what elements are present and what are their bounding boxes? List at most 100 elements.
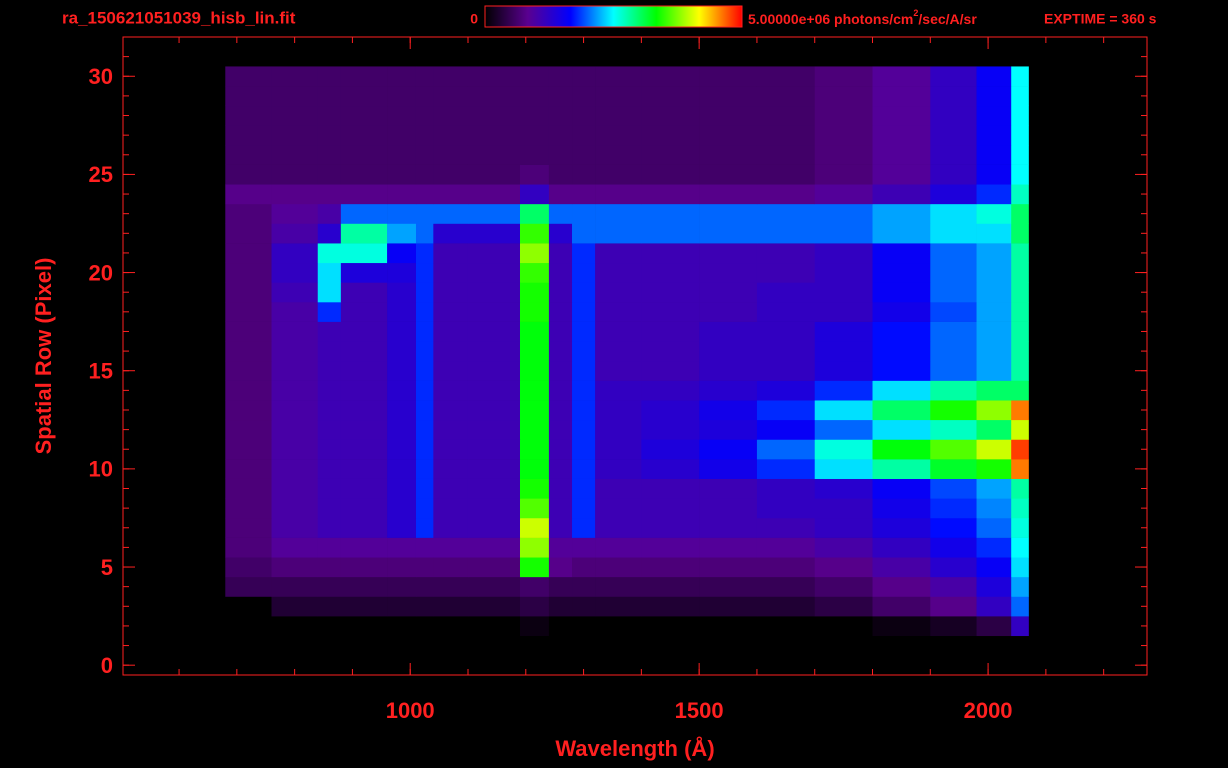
heatmap-cell (930, 400, 977, 421)
heatmap-cell (595, 537, 642, 558)
heatmap-cell (271, 439, 319, 460)
heatmap-cell (225, 223, 272, 244)
heatmap-cell (572, 144, 596, 165)
heatmap-cell (271, 478, 319, 499)
heatmap-cell (433, 380, 469, 401)
heatmap-cell (387, 596, 417, 617)
heatmap-cell (548, 144, 573, 165)
colorbar (484, 5, 743, 28)
heatmap-cell (520, 576, 550, 597)
heatmap-cell (467, 360, 521, 381)
heatmap-cell (520, 537, 550, 558)
heatmap-cell (930, 203, 977, 224)
colorbar-unit-sup: 2 (913, 8, 918, 18)
heatmap-cell (930, 478, 977, 499)
heatmap-cell (641, 380, 700, 401)
y-tick-label: 30 (89, 64, 113, 89)
heatmap-cell (572, 400, 596, 421)
heatmap-cell (225, 243, 272, 264)
heatmap-cell (225, 478, 272, 499)
heatmap-cell (814, 517, 873, 538)
heatmap-cell (976, 105, 1012, 126)
heatmap-cell (976, 616, 1012, 637)
heatmap-cell (548, 243, 573, 264)
heatmap-cell (387, 282, 417, 303)
heatmap-cell (387, 223, 417, 244)
heatmap-cell (572, 498, 596, 519)
heatmap-cell (548, 419, 573, 440)
heatmap-cell (433, 498, 469, 519)
heatmap-cell (271, 360, 319, 381)
heatmap-cell (976, 302, 1012, 322)
heatmap-cell (415, 400, 434, 421)
heatmap-cell (976, 517, 1012, 538)
heatmap-cell (415, 321, 434, 342)
heatmap-cell (641, 184, 700, 205)
heatmap-cell (415, 203, 434, 224)
heatmap-cell (520, 223, 550, 244)
heatmap-cell (572, 596, 596, 617)
heatmap-cell (814, 459, 873, 479)
heatmap-cell (595, 596, 642, 617)
heatmap-cell (1011, 262, 1029, 283)
heatmap-cell (433, 144, 469, 165)
heatmap-cell (433, 321, 469, 342)
heatmap-cell (340, 517, 388, 538)
heatmap-cell (520, 517, 550, 538)
heatmap-cell (595, 576, 642, 597)
heatmap-cell (872, 105, 931, 126)
heatmap-cell (271, 341, 319, 362)
heatmap-cell (415, 66, 434, 87)
heatmap-cell (814, 321, 873, 342)
heatmap-cell (595, 478, 642, 499)
heatmap-cell (317, 360, 342, 381)
heatmap-cell (433, 576, 469, 597)
heatmap-cell (467, 596, 521, 617)
heatmap-cell (595, 616, 642, 637)
heatmap-cell (756, 203, 816, 224)
heatmap-cell (467, 341, 521, 362)
heatmap-cell (433, 596, 469, 617)
heatmap-cell (415, 517, 434, 538)
heatmap-cell (1011, 341, 1029, 362)
heatmap-cell (415, 419, 434, 440)
heatmap-cell (433, 419, 469, 440)
heatmap-cell (1011, 478, 1029, 499)
heatmap-cell (467, 243, 521, 264)
heatmap-cell (572, 419, 596, 440)
heatmap-cell (641, 105, 700, 126)
heatmap-cell (415, 302, 434, 322)
heatmap-cell (548, 498, 573, 519)
heatmap-cell (699, 419, 758, 440)
heatmap-cell (415, 478, 434, 499)
heatmap-cell (1011, 576, 1029, 597)
heatmap-cell (520, 557, 550, 578)
heatmap-cell (340, 203, 388, 224)
heatmap-cell (1011, 321, 1029, 342)
heatmap-cell (433, 164, 469, 185)
heatmap-cell (1011, 164, 1029, 185)
heatmap-cell (930, 360, 977, 381)
heatmap-cell (930, 321, 977, 342)
heatmap-cell (415, 439, 434, 460)
heatmap-cell (271, 262, 319, 283)
heatmap-cell (872, 576, 931, 597)
heatmap-cell (699, 302, 758, 322)
heatmap-cell (340, 66, 388, 87)
heatmap-cell (340, 616, 388, 637)
heatmap-cell (433, 184, 469, 205)
heatmap-cell (595, 164, 642, 185)
heatmap-cell (699, 262, 758, 283)
heatmap-cell (271, 400, 319, 421)
heatmap-cell (1011, 439, 1029, 460)
heatmap-cell (756, 243, 816, 264)
heatmap-cell (930, 66, 977, 87)
heatmap-cell (467, 164, 521, 185)
heatmap-cell (340, 478, 388, 499)
heatmap-cell (387, 439, 417, 460)
heatmap-cell (433, 282, 469, 303)
heatmap-cell (548, 125, 573, 146)
heatmap-cell (814, 223, 873, 244)
heatmap-cell (415, 223, 434, 244)
heatmap-cell (225, 537, 272, 558)
